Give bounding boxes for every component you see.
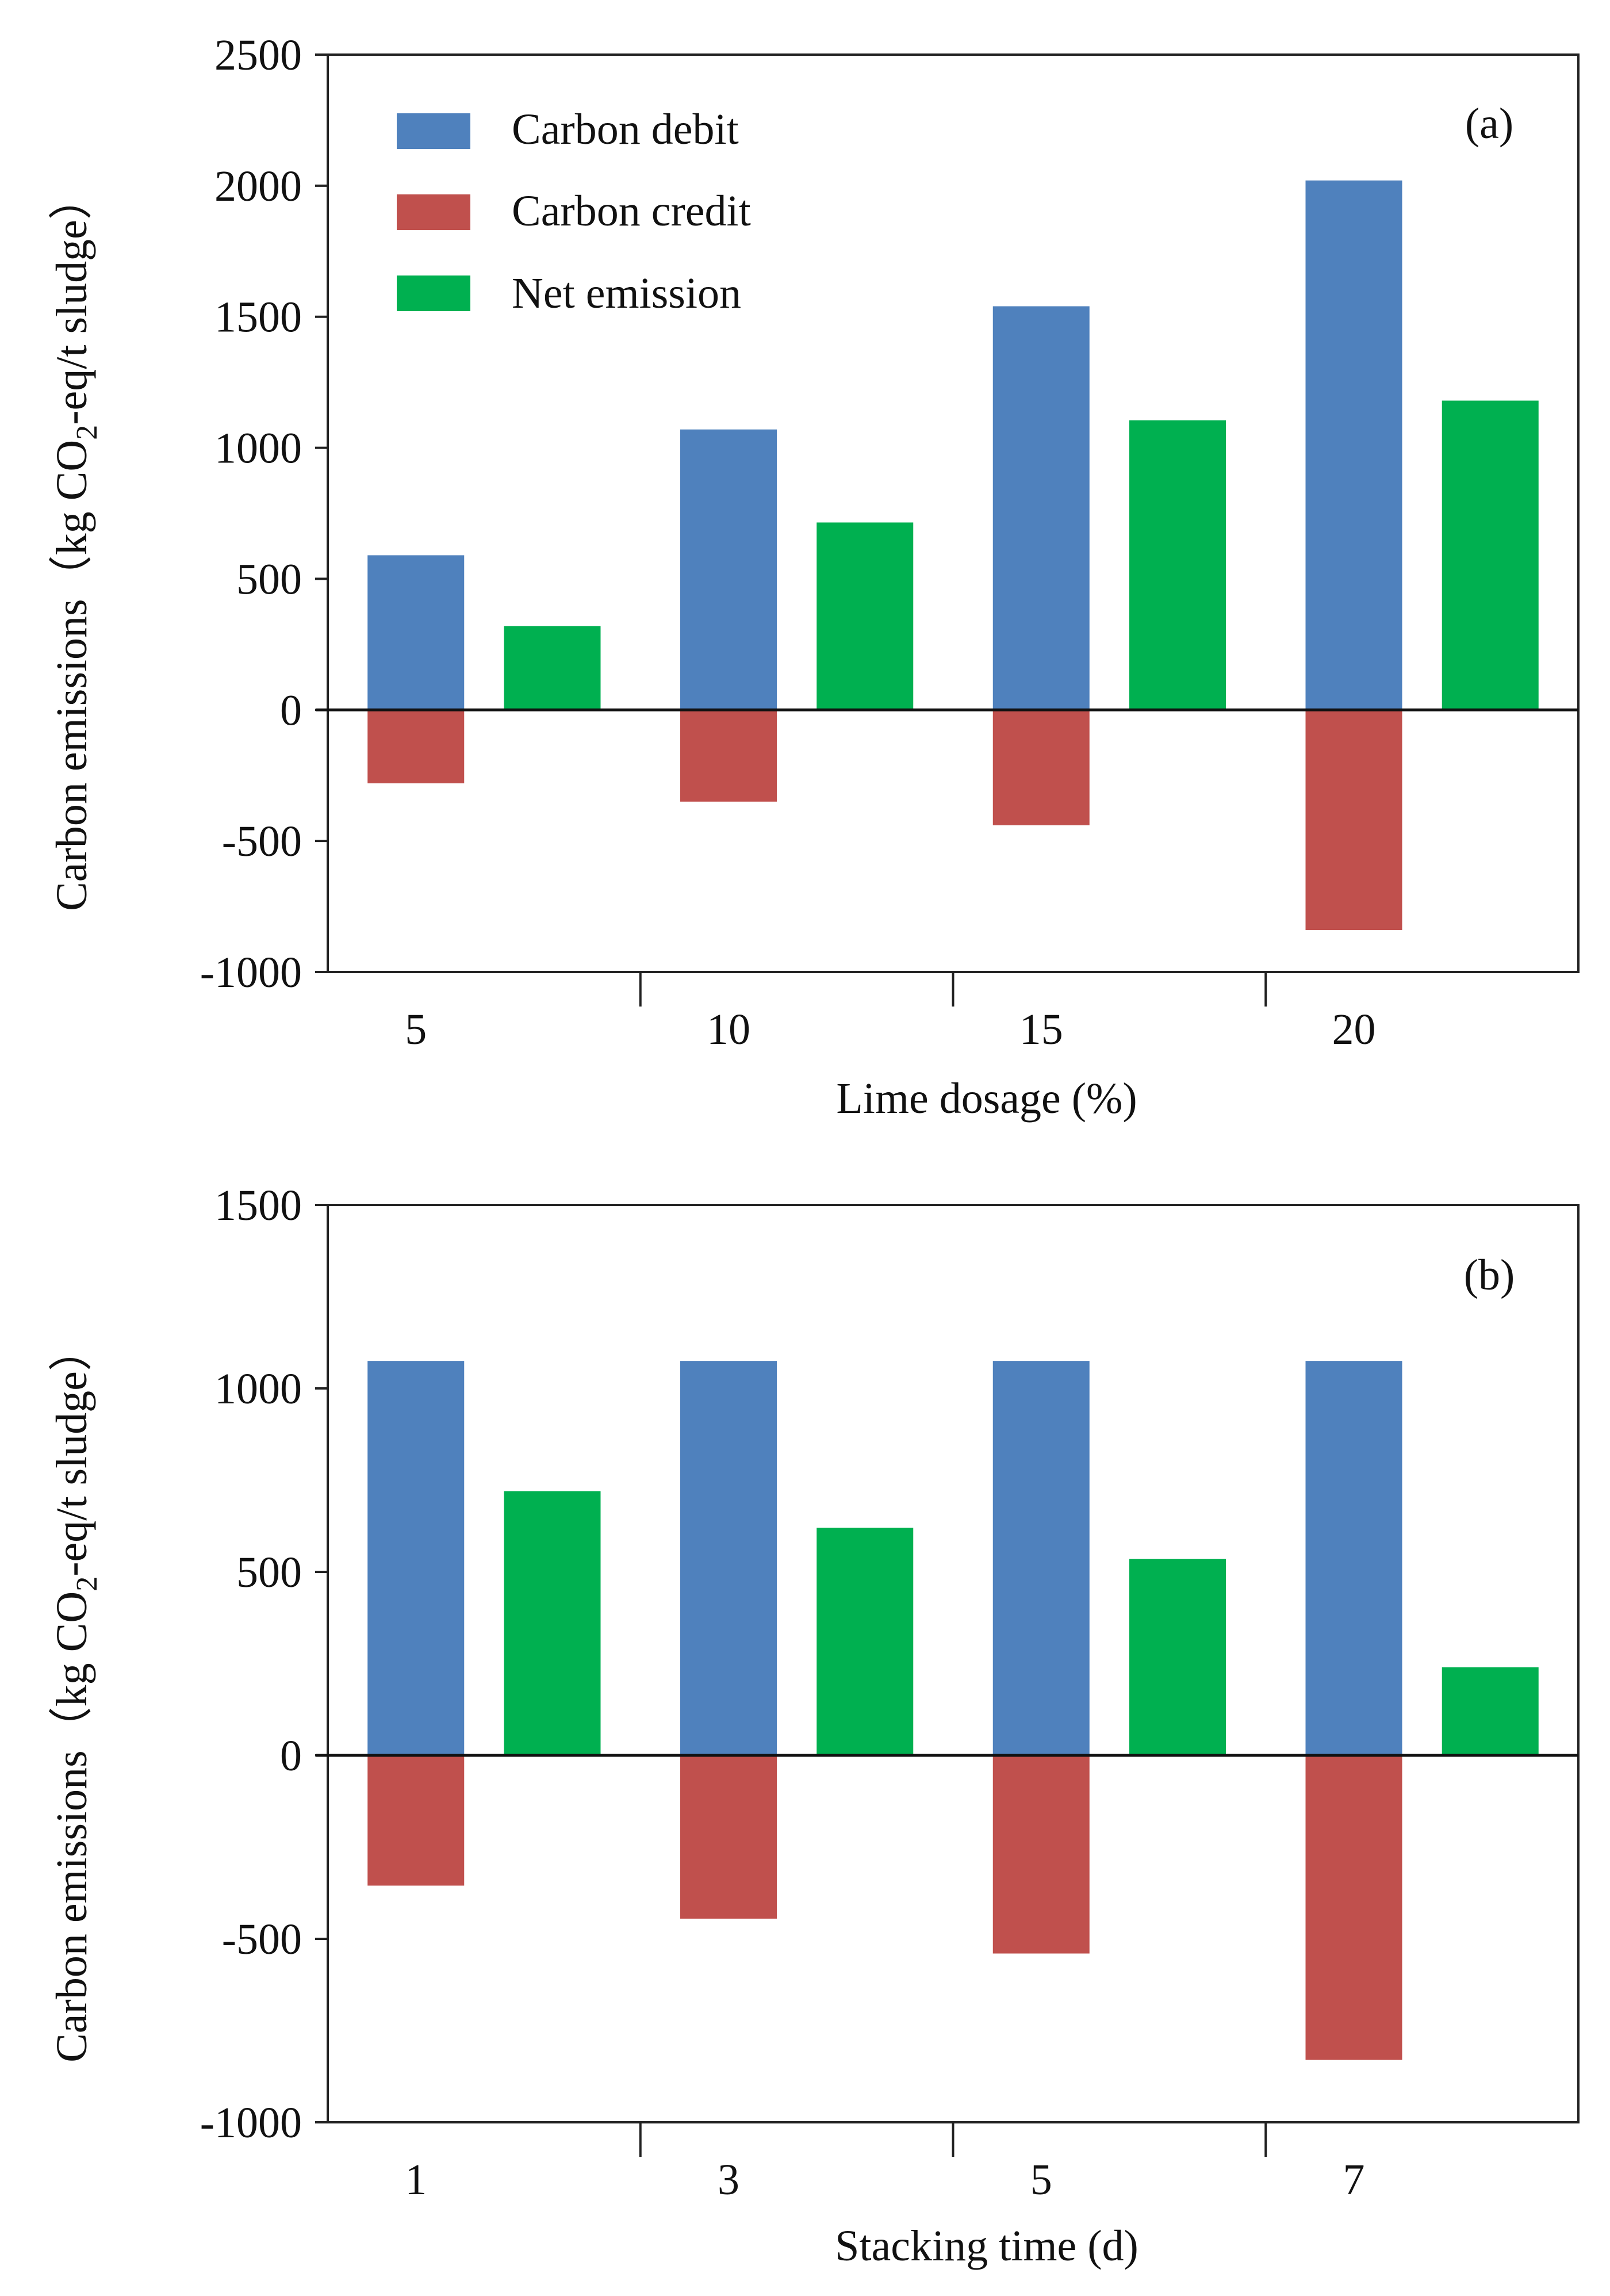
panel-b-y-tick-label: -1000 (200, 2099, 302, 2147)
panel-a-y-title-main: Carbon emissions（kg CO (48, 440, 96, 911)
legend-swatch-carbon-credit (397, 194, 470, 230)
panel-a-x-tick-label: 5 (405, 1005, 427, 1054)
panel-b-y-title-subscript: 2 (71, 1576, 103, 1591)
panel-b-bar-carbon-debit (367, 1361, 465, 1755)
panel-b-bar-net-emission (816, 1528, 914, 1755)
panel-b-plot-area: -1000 -500 0 500 1000 1500 1 3 5 7 (200, 1181, 1580, 2204)
panel-a-bar-net-emission (504, 626, 601, 710)
panel-a-bar-net-emission (816, 522, 914, 710)
panel-a-bar-carbon-debit (367, 555, 465, 710)
panel-b: -1000 -500 0 500 1000 1500 1 3 5 7 (b) Stacking t… (48, 1181, 1580, 2270)
panel-a-y-tick-label: 500 (236, 555, 302, 603)
panel-b-y-axis-title: Carbon emissions（kg CO2-eq/t sludge） (48, 1327, 103, 2062)
panel-b-bar-carbon-credit (1305, 1755, 1402, 2060)
panel-a-y-tick-label: 1000 (214, 424, 302, 473)
panel-a-y-tick-label: -500 (222, 817, 302, 866)
panel-a-y-tick-label: 2000 (214, 162, 302, 211)
legend-swatch-carbon-debit (397, 113, 470, 149)
panel-a-y-title-tail: -eq/t sludge） (48, 176, 96, 425)
panel-a: -1000 -500 0 500 1000 1500 2000 2500 5 10 15 20 (a)… (48, 31, 1580, 1123)
panel-a-y-tick-label: -1000 (200, 948, 302, 997)
legend-label-net-emission: Net emission (512, 269, 741, 317)
panel-b-x-axis-title: Stacking time (d) (835, 2222, 1138, 2270)
panel-b-tag: (b) (1464, 1251, 1515, 1299)
legend-label-carbon-debit: Carbon debit (512, 105, 739, 154)
panel-a-y-tick-label: 0 (280, 686, 302, 734)
panel-a-tag: (a) (1465, 100, 1513, 148)
panel-b-x-tick-label: 3 (718, 2156, 739, 2204)
panel-b-y-tick-label: 500 (236, 1548, 302, 1597)
panel-b-y-tick-label: 1000 (214, 1365, 302, 1413)
panel-a-y-axis-title: Carbon emissions（kg CO2-eq/t sludge） (48, 176, 103, 911)
panel-b-x-tick-label: 1 (405, 2156, 427, 2204)
legend-swatch-net-emission (397, 275, 470, 311)
panel-b-y-title-tail: -eq/t sludge） (48, 1327, 96, 1576)
panel-a-bar-net-emission (1129, 420, 1226, 710)
panel-b-y-title-main: Carbon emissions（kg CO (48, 1591, 96, 2062)
panel-b-bar-carbon-credit (992, 1755, 1090, 1954)
panel-a-bar-carbon-credit (1305, 710, 1402, 931)
panel-b-bar-net-emission (504, 1491, 601, 1755)
panel-a-bar-carbon-debit (1305, 180, 1402, 710)
legend-label-carbon-credit: Carbon credit (512, 187, 751, 235)
panel-b-bar-carbon-credit (367, 1755, 465, 1886)
panel-b-bar-carbon-debit (1305, 1361, 1402, 1755)
panel-a-plot-area: -1000 -500 0 500 1000 1500 2000 2500 5 10 15 20 (200, 31, 1580, 1054)
panel-b-y-tick-label: -500 (222, 1915, 302, 1964)
panel-a-bar-carbon-debit (680, 429, 777, 710)
panel-a-y-title-subscript: 2 (71, 425, 103, 440)
panel-a-legend: Carbon debit Carbon credit Net emission (397, 105, 751, 317)
panel-b-bar-carbon-credit (680, 1755, 777, 1919)
panel-b-x-tick-label: 5 (1030, 2156, 1052, 2204)
panel-a-x-tick-label: 10 (707, 1005, 750, 1054)
panel-a-bar-carbon-credit (680, 710, 777, 802)
panel-b-bar-carbon-debit (680, 1361, 777, 1755)
panel-b-x-tick-label: 7 (1343, 2156, 1365, 2204)
panel-a-y-tick-label: 2500 (214, 31, 302, 79)
panel-a-bar-net-emission (1442, 400, 1539, 710)
panel-a-bar-carbon-debit (992, 306, 1090, 710)
panel-b-bar-carbon-debit (992, 1361, 1090, 1755)
panel-b-y-tick-label: 1500 (214, 1181, 302, 1230)
panel-a-x-tick-label: 20 (1332, 1005, 1376, 1054)
panel-b-bar-net-emission (1129, 1559, 1226, 1755)
panel-b-bar-net-emission (1442, 1667, 1539, 1755)
panel-a-x-axis-title: Lime dosage (%) (836, 1074, 1137, 1123)
panel-a-x-tick-label: 15 (1019, 1005, 1063, 1054)
panel-a-bar-carbon-credit (992, 710, 1090, 825)
panel-a-bar-carbon-credit (367, 710, 465, 783)
panel-a-y-tick-label: 1500 (214, 293, 302, 342)
panel-b-y-tick-label: 0 (280, 1732, 302, 1780)
